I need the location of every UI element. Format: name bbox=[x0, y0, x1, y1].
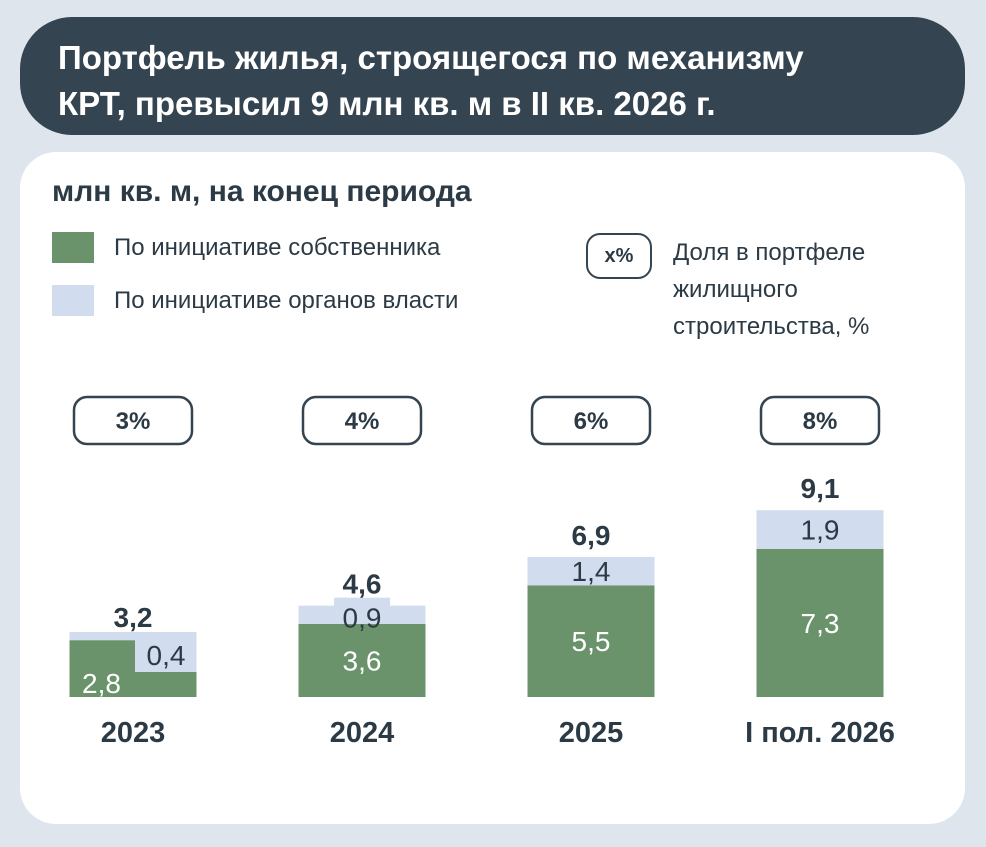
share-pill-1 bbox=[301, 395, 423, 446]
share-pill-2 bbox=[530, 395, 652, 446]
share-pill-label-1: 4% bbox=[345, 408, 380, 435]
header-title-line-1: Портфель жилья, строящегося по механизму bbox=[58, 39, 804, 76]
legend-share-line-2: жилищного bbox=[673, 276, 798, 303]
legend-share-line-3: строительства, % bbox=[673, 313, 870, 340]
bar-owner-1 bbox=[298, 623, 426, 697]
data-label-authority-0: 0,4 bbox=[147, 640, 186, 671]
x-tick-label-0: 2023 bbox=[101, 717, 166, 749]
share-pill-label-3: 8% bbox=[803, 408, 838, 435]
data-label-owner-1: 3,6 bbox=[343, 645, 382, 676]
legend-share-line-1: Доля в портфеле bbox=[673, 239, 866, 266]
data-label-total-1: 4,6 bbox=[343, 569, 382, 600]
bar-owner-3 bbox=[756, 548, 884, 697]
x-tick-label-1: 2024 bbox=[330, 717, 395, 749]
legend-share-note: Доля в портфеле жилищного строительства,… bbox=[673, 234, 869, 345]
x-tick-label-3: I пол. 2026 bbox=[745, 717, 895, 749]
legend-share-marker: x% bbox=[586, 233, 652, 279]
bar-authority-label-bg-1 bbox=[334, 597, 390, 624]
data-label-owner-3: 7,3 bbox=[801, 608, 840, 639]
x-tick-label-2: 2025 bbox=[559, 717, 624, 749]
data-label-authority-2: 1,4 bbox=[572, 556, 611, 587]
share-pill-label-2: 6% bbox=[574, 408, 609, 435]
header-title-line-2: КРТ, превысил 9 млн кв. м в II кв. 2026 … bbox=[58, 85, 716, 122]
bar-authority-2 bbox=[527, 556, 655, 586]
data-label-owner-2: 5,5 bbox=[572, 626, 611, 657]
legend-authority: По инициативе органов власти bbox=[52, 285, 458, 316]
share-pill-3 bbox=[759, 395, 881, 446]
data-label-authority-1: 0,9 bbox=[343, 603, 382, 634]
chart-subtitle: млн кв. м, на конец периода bbox=[52, 175, 472, 208]
share-pill-label-0: 3% bbox=[116, 408, 151, 435]
share-pill-0 bbox=[72, 395, 194, 446]
header-banner: Портфель жилья, строящегося по механизму… bbox=[20, 17, 965, 135]
data-label-total-3: 9,1 bbox=[801, 473, 840, 504]
bar-owner-2 bbox=[527, 585, 655, 697]
legend-owner-swatch bbox=[52, 232, 94, 263]
data-label-total-2: 6,9 bbox=[572, 520, 611, 551]
data-label-authority-3: 1,9 bbox=[801, 515, 840, 546]
bar-authority-label-bg-0 bbox=[135, 634, 197, 672]
legend-authority-swatch bbox=[52, 285, 94, 316]
bar-authority-0 bbox=[69, 632, 197, 641]
chart-card bbox=[20, 152, 965, 824]
bar-authority-3 bbox=[756, 510, 884, 549]
data-label-total-0: 3,2 bbox=[114, 602, 153, 633]
legend-owner: По инициативе собственника bbox=[52, 232, 440, 263]
legend-authority-label: По инициативе органов власти bbox=[114, 286, 459, 314]
data-label-owner-0: 2,8 bbox=[82, 668, 121, 699]
legend-owner-label: По инициативе собственника bbox=[114, 233, 441, 261]
